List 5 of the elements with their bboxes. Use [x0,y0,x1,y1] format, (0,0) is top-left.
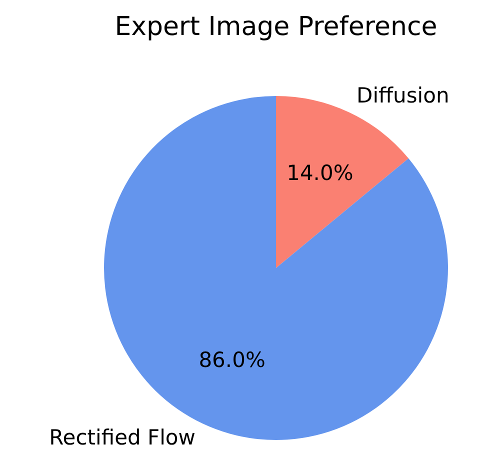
data-label: 86.0% [198,348,266,372]
slice-label: Rectified Flow [49,426,196,450]
chart-title: Expert Image Preference [114,12,438,42]
data-label: 14.0% [286,161,354,186]
slice-label: Diffusion [356,83,450,108]
